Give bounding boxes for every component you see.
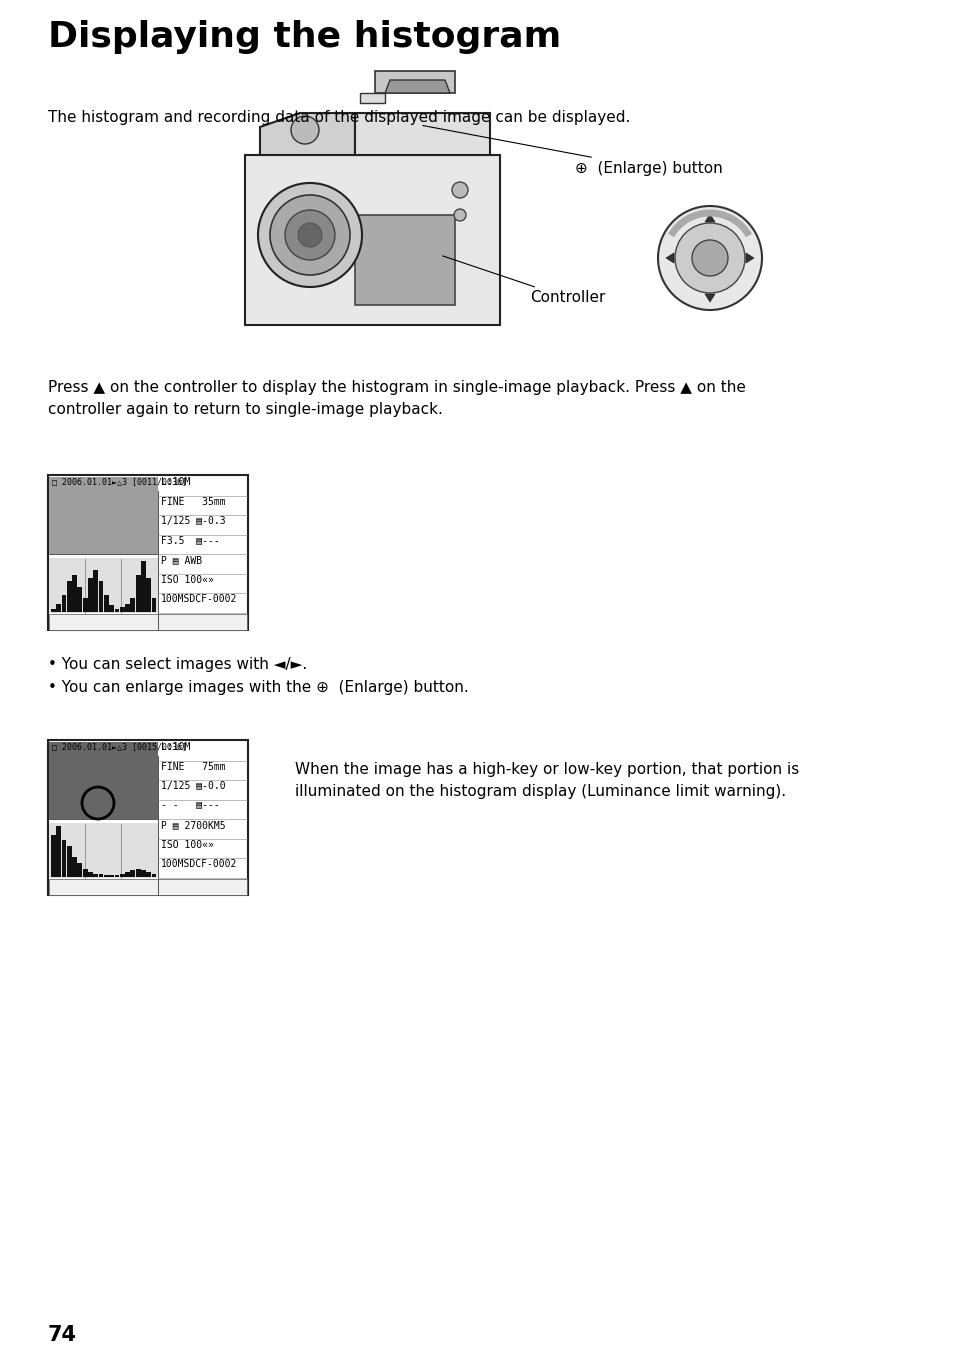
Circle shape	[291, 115, 318, 144]
Bar	[110, 875, 114, 877]
Text: Displaying the histogram: Displaying the histogram	[48, 20, 560, 54]
Text: Controller: Controller	[442, 256, 605, 305]
Polygon shape	[385, 80, 450, 94]
Text: • You can select images with ◄/►.: • You can select images with ◄/►.	[48, 657, 307, 672]
Bar	[141, 560, 146, 612]
Bar	[355, 214, 455, 305]
Circle shape	[452, 182, 468, 198]
Bar	[67, 847, 71, 877]
Bar	[67, 581, 71, 612]
Text: 100MSDCF-0002: 100MSDCF-0002	[161, 859, 237, 870]
Bar	[77, 863, 82, 877]
Text: 1/125 ▤-0.0: 1/125 ▤-0.0	[161, 782, 226, 791]
Bar	[114, 875, 119, 877]
Text: ISO 100«»: ISO 100«»	[161, 840, 213, 849]
Text: FINE   35mm: FINE 35mm	[161, 497, 226, 506]
Bar	[104, 594, 109, 612]
Circle shape	[675, 223, 744, 293]
Text: FINE   75mm: FINE 75mm	[161, 761, 226, 772]
Bar	[110, 605, 114, 612]
Bar	[120, 874, 125, 877]
Bar	[114, 608, 119, 612]
Circle shape	[691, 240, 727, 275]
Text: P ▤ AWB: P ▤ AWB	[161, 555, 202, 566]
Polygon shape	[355, 113, 490, 155]
Circle shape	[270, 195, 350, 275]
Bar	[83, 598, 88, 612]
Circle shape	[285, 210, 335, 261]
Circle shape	[454, 209, 465, 221]
Circle shape	[658, 206, 761, 309]
Text: The histogram and recording data of the displayed image can be displayed.: The histogram and recording data of the …	[48, 110, 630, 125]
Polygon shape	[704, 294, 714, 303]
Bar	[104, 875, 109, 877]
Bar	[131, 598, 135, 612]
Bar	[88, 873, 92, 877]
Bar	[125, 604, 130, 612]
Bar	[83, 868, 88, 877]
Bar	[56, 604, 61, 612]
Polygon shape	[704, 214, 714, 223]
Bar	[125, 873, 130, 877]
Bar	[72, 856, 77, 877]
Bar	[120, 607, 125, 612]
Bar	[375, 71, 455, 94]
Text: Press ▲ on the controller to display the histogram in single-image playback. Pre: Press ▲ on the controller to display the…	[48, 380, 745, 417]
Bar	[62, 840, 67, 877]
Text: □ 2006.01.01►△3 [0011/0036]: □ 2006.01.01►△3 [0011/0036]	[52, 478, 187, 486]
Bar	[88, 578, 92, 612]
Bar	[93, 570, 98, 612]
Bar	[98, 874, 103, 877]
Text: ISO 100«»: ISO 100«»	[161, 575, 213, 585]
Bar	[135, 574, 140, 612]
Circle shape	[257, 183, 361, 286]
Bar	[49, 558, 158, 613]
Polygon shape	[260, 113, 355, 155]
Text: ⊕  (Enlarge) button: ⊕ (Enlarge) button	[422, 125, 722, 175]
Bar	[152, 598, 156, 612]
Text: F3.5  ▤---: F3.5 ▤---	[161, 536, 219, 546]
Text: 74: 74	[48, 1324, 77, 1345]
Bar	[93, 874, 98, 877]
Text: L:10M: L:10M	[161, 742, 191, 752]
Text: When the image has a high-key or low-key portion, that portion is
illuminated on: When the image has a high-key or low-key…	[294, 763, 799, 799]
Bar	[131, 870, 135, 877]
Bar	[72, 574, 77, 612]
Bar	[56, 826, 61, 877]
Text: - -   ▤---: - - ▤---	[161, 801, 219, 810]
Bar	[141, 870, 146, 877]
Bar	[51, 608, 55, 612]
Bar	[49, 742, 158, 820]
Bar	[49, 822, 158, 878]
Bar	[49, 613, 247, 630]
Bar	[135, 868, 140, 877]
Text: 1/125 ▤-0.3: 1/125 ▤-0.3	[161, 516, 226, 527]
Bar	[77, 586, 82, 612]
Text: L:10M: L:10M	[161, 478, 191, 487]
Polygon shape	[665, 252, 673, 263]
Bar	[49, 478, 158, 554]
Bar	[152, 874, 156, 877]
Bar	[48, 740, 248, 896]
Bar	[146, 578, 151, 612]
Bar	[49, 879, 247, 896]
Bar	[48, 475, 248, 630]
Bar	[51, 835, 55, 877]
Bar	[98, 581, 103, 612]
Text: P ▤ 2700KM5: P ▤ 2700KM5	[161, 820, 226, 830]
Bar	[359, 94, 385, 103]
Bar	[146, 873, 151, 877]
Bar	[245, 155, 499, 324]
Polygon shape	[745, 252, 753, 263]
Text: • You can enlarge images with the ⊕  (Enlarge) button.: • You can enlarge images with the ⊕ (Enl…	[48, 680, 468, 695]
Text: □ 2006.01.01►△3 [0015/0036]: □ 2006.01.01►△3 [0015/0036]	[52, 742, 187, 750]
Text: 100MSDCF-0002: 100MSDCF-0002	[161, 594, 237, 604]
Bar	[62, 594, 67, 612]
Circle shape	[297, 223, 322, 247]
